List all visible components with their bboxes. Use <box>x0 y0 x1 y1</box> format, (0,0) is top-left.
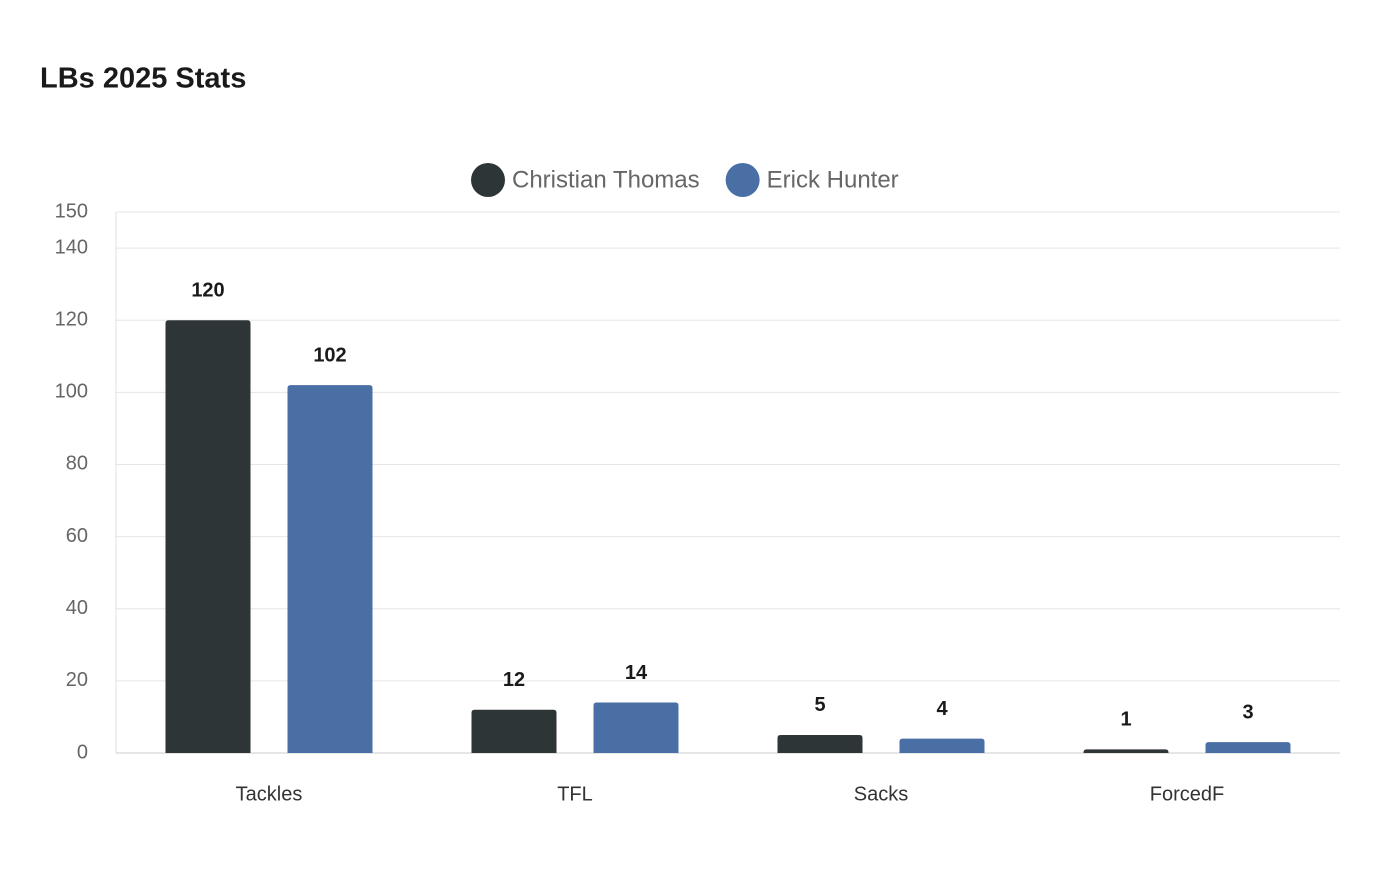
x-tick-label: TFL <box>557 783 593 805</box>
bar <box>287 385 373 753</box>
y-tick-label: 140 <box>55 236 88 258</box>
x-tick-label: ForcedF <box>1150 783 1224 805</box>
legend-marker <box>471 163 505 197</box>
y-tick-label: 150 <box>55 200 88 222</box>
bar <box>1083 749 1169 753</box>
value-label: 4 <box>936 698 948 720</box>
y-tick-label: 0 <box>77 741 88 763</box>
bar <box>593 702 679 753</box>
value-label: 120 <box>191 279 224 301</box>
bar <box>899 738 985 753</box>
y-tick-label: 60 <box>66 525 88 547</box>
legend-marker <box>725 163 760 197</box>
value-label: 14 <box>625 662 648 684</box>
bar <box>777 734 863 753</box>
chart-title: LBs 2025 Stats <box>40 63 246 95</box>
y-tick-label: 80 <box>66 453 88 475</box>
x-tick-label: Tackles <box>236 783 303 805</box>
y-tick-label: 120 <box>55 308 88 330</box>
y-tick-label: 40 <box>66 597 88 619</box>
bar <box>165 320 251 753</box>
value-label: 1 <box>1120 709 1131 731</box>
legend-label: Christian Thomas <box>512 166 700 193</box>
value-label: 5 <box>814 694 825 716</box>
x-tick-label: Sacks <box>854 783 908 805</box>
value-label: 12 <box>503 669 525 691</box>
legend-label: Erick Hunter <box>767 166 899 193</box>
value-label: 3 <box>1242 701 1253 723</box>
y-tick-label: 100 <box>55 381 88 403</box>
bar <box>471 709 557 753</box>
y-tick-label: 20 <box>66 669 88 691</box>
bar <box>1205 742 1291 753</box>
value-label: 102 <box>313 344 346 366</box>
legend: Christian Thomas Erick Hunter <box>471 163 899 197</box>
